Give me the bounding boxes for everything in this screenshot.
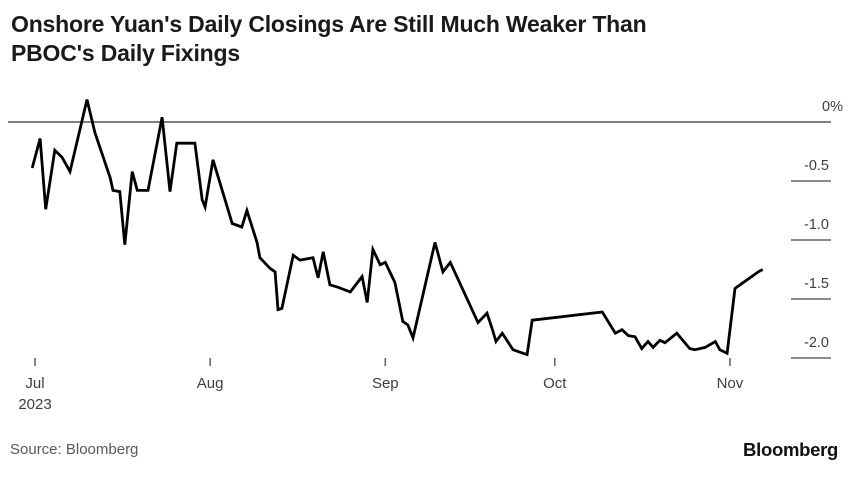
title-line-2: PBOC's Daily Fixings xyxy=(11,40,240,66)
x-axis-label: Oct xyxy=(543,375,567,392)
y-axis-label: -2.0 xyxy=(804,335,829,351)
x-axis-label: Aug xyxy=(197,375,224,392)
x-axis-label: Jul xyxy=(25,375,44,392)
line-chart: 0% -0.5 -1.0 -1.5 -2.0 Jul Aug Sep Oct Nov 2023 xyxy=(8,99,843,413)
y-axis-label: -1.5 xyxy=(804,276,829,292)
source-label: Source: Bloomberg xyxy=(10,441,139,458)
x-axis-year-label: 2023 xyxy=(18,396,51,413)
chart-title: Onshore Yuan's Daily Closings Are Still … xyxy=(11,10,771,68)
y-axis-label: -0.5 xyxy=(804,158,829,174)
y-axis-label: -1.0 xyxy=(804,217,829,233)
bloomberg-logo: Bloomberg xyxy=(743,439,838,460)
x-axis-label: Sep xyxy=(372,375,399,392)
y-axis-label: 0% xyxy=(822,99,843,115)
title-line-1: Onshore Yuan's Daily Closings Are Still … xyxy=(11,11,647,37)
series-line xyxy=(30,99,764,357)
x-axis-label: Nov xyxy=(717,375,744,392)
